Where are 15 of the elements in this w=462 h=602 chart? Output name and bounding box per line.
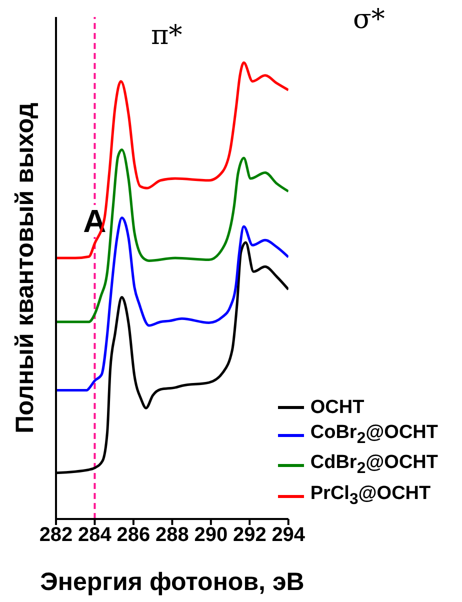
- text: π*: [151, 20, 182, 51]
- legend-label: CdBr$_{2}$@OCHT: [310, 451, 438, 480]
- legend-label: PrCl$_{3}$@OCHT: [310, 482, 431, 510]
- x-tick-label: 294: [272, 524, 306, 546]
- y-axis-title: Полный квантовый выход: [10, 102, 39, 434]
- x-tick-label: 282: [39, 524, 73, 546]
- x-tick-label: 286: [116, 524, 150, 546]
- x-axis-title: Энергия фотонов, эВ: [40, 568, 304, 596]
- x-tick-label: 292: [232, 524, 266, 546]
- text: σ*: [353, 4, 385, 35]
- legend-label: OCHT: [310, 396, 364, 420]
- x-tick-label: 290: [194, 524, 228, 546]
- x-tick-label: 284: [78, 524, 112, 546]
- x-tick-label: 288: [156, 524, 189, 546]
- legend-label: CoBr$_{2}$@OCHT: [310, 420, 438, 448]
